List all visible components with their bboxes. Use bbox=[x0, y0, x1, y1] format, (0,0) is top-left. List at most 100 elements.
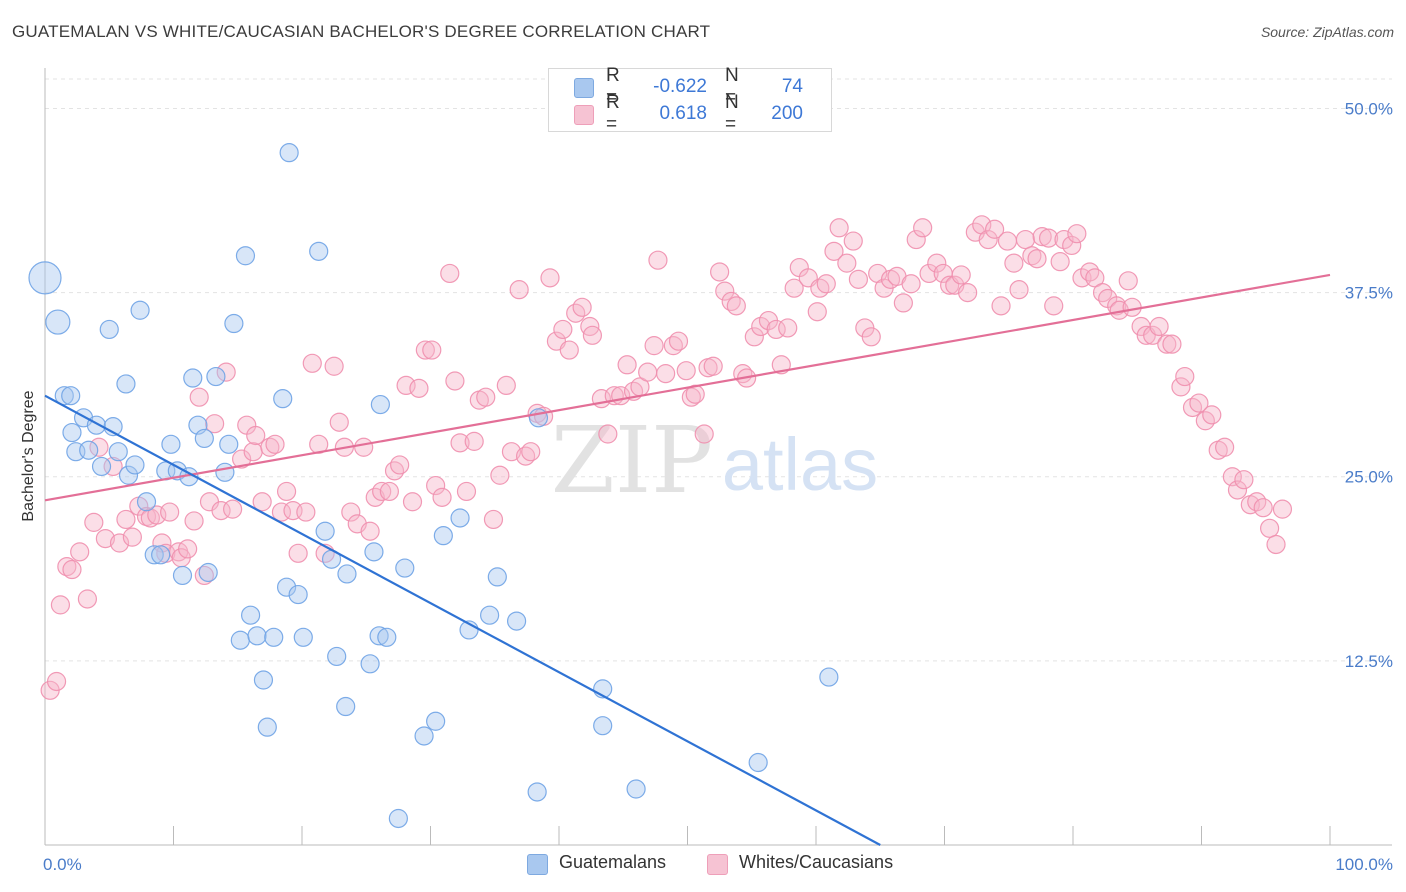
chart-title: GUATEMALAN VS WHITE/CAUCASIAN BACHELOR'S… bbox=[12, 22, 711, 41]
guatemalans-point bbox=[99, 319, 119, 340]
guatemalans-point bbox=[748, 752, 768, 773]
guatemalans-point bbox=[136, 492, 157, 512]
whites-point bbox=[223, 499, 243, 519]
whites-point bbox=[598, 424, 618, 444]
correlation-legend: R = -0.622 N = 74 R = 0.618 N = 200 bbox=[548, 65, 832, 135]
whites-point bbox=[559, 340, 579, 360]
whites-point bbox=[62, 559, 82, 580]
whites-point bbox=[1080, 262, 1100, 282]
whites-point bbox=[997, 231, 1018, 251]
guatemalans-point bbox=[388, 808, 408, 829]
guatemalans-point bbox=[433, 526, 453, 546]
whites-point bbox=[70, 542, 90, 562]
whites-point bbox=[1253, 498, 1273, 518]
whites-point bbox=[572, 297, 592, 317]
watermark: ZIP atlas bbox=[551, 407, 878, 514]
legend-r-value: -0.622 bbox=[653, 76, 707, 97]
tick-labels: 12.5% 25.0% 37.5% 50.0% 0.0% 100.0% bbox=[43, 99, 1393, 874]
series-guatemalans-points bbox=[28, 143, 839, 829]
whites-point bbox=[464, 431, 484, 451]
whites-point bbox=[252, 492, 272, 512]
whites-point bbox=[476, 387, 496, 407]
whites-point bbox=[1022, 246, 1042, 266]
whites-point bbox=[751, 316, 771, 337]
whites-point bbox=[1149, 316, 1169, 337]
whites-point bbox=[422, 340, 442, 360]
bottom-legend-swatch-whites bbox=[707, 854, 728, 875]
whites-point bbox=[648, 250, 668, 270]
whites-point bbox=[540, 268, 560, 288]
legend-r-label: R = bbox=[606, 92, 620, 135]
whites-point bbox=[415, 340, 435, 360]
guatemalans-point bbox=[364, 542, 384, 562]
legend-swatch-guatemalans bbox=[574, 78, 594, 98]
guatemalans-point bbox=[487, 567, 507, 587]
whites-point bbox=[390, 455, 410, 475]
y-tick-label: 25.0% bbox=[1345, 468, 1393, 487]
whites-point bbox=[57, 556, 77, 577]
guatemalans-point bbox=[593, 716, 613, 736]
guatemalans-point bbox=[61, 386, 81, 406]
whites-point bbox=[991, 296, 1011, 316]
guatemalans-point bbox=[215, 462, 235, 482]
whites-point bbox=[1044, 296, 1064, 316]
whites-point bbox=[906, 229, 926, 250]
guatemalans-point bbox=[62, 422, 82, 443]
whites-point bbox=[384, 461, 405, 481]
guatemalans-point bbox=[288, 584, 308, 605]
whites-point bbox=[927, 253, 947, 273]
whites-point bbox=[985, 219, 1005, 239]
whites-point bbox=[509, 280, 529, 300]
guatemalans-point bbox=[327, 646, 347, 667]
guatemalans-point bbox=[79, 440, 99, 460]
guatemalans-point bbox=[395, 558, 415, 578]
guatemalans-point bbox=[172, 565, 193, 586]
whites-point bbox=[638, 362, 658, 382]
whites-trend-line bbox=[44, 273, 1331, 502]
legend-n-label: N = bbox=[725, 92, 739, 135]
whites-point bbox=[1272, 499, 1293, 519]
whites-point bbox=[84, 512, 104, 532]
whites-point bbox=[978, 229, 998, 250]
whites-point bbox=[656, 364, 676, 384]
guatemalans-point bbox=[626, 779, 646, 799]
y-axis-label: Bachelor's Degree bbox=[20, 390, 37, 521]
whites-point bbox=[913, 218, 933, 238]
watermark-zip: ZIP bbox=[551, 407, 713, 514]
whites-point bbox=[260, 437, 280, 457]
guatemalans-point bbox=[161, 434, 181, 454]
whites-point bbox=[1118, 271, 1138, 291]
whites-point bbox=[501, 442, 522, 462]
guatemalans-point bbox=[370, 394, 390, 415]
whites-point bbox=[496, 375, 516, 395]
legend-n-value: 74 bbox=[781, 76, 803, 97]
whites-point bbox=[372, 481, 392, 502]
whites-point bbox=[450, 433, 470, 453]
guatemalans-point bbox=[28, 261, 62, 295]
legend-n-label: N = bbox=[725, 65, 739, 108]
guatemalans-point bbox=[369, 626, 389, 646]
whites-point bbox=[276, 481, 297, 502]
x-tick-label: 100.0% bbox=[1335, 855, 1393, 874]
guatemalans-point bbox=[253, 670, 274, 690]
guatemalans-point bbox=[414, 726, 434, 746]
whites-point bbox=[1092, 282, 1113, 303]
whites-point bbox=[726, 296, 746, 316]
guatemalans-point bbox=[819, 667, 839, 687]
whites-point bbox=[715, 281, 735, 301]
whites-point bbox=[744, 327, 764, 347]
whites-point bbox=[1171, 377, 1191, 397]
whites-point bbox=[103, 456, 123, 477]
whites-point bbox=[694, 424, 714, 444]
whites-point bbox=[490, 465, 510, 485]
whites-point bbox=[288, 543, 308, 563]
source-label: Source: ZipAtlas.com bbox=[1260, 24, 1394, 40]
whites-point bbox=[919, 263, 939, 284]
whites-point bbox=[1260, 518, 1280, 538]
bottom-legend-label-whites: Whites/Caucasians bbox=[739, 852, 894, 872]
guatemalans-point bbox=[527, 782, 547, 802]
whites-point bbox=[324, 356, 344, 376]
whites-point bbox=[778, 318, 798, 338]
whites-point bbox=[1227, 480, 1248, 500]
whites-point bbox=[379, 481, 399, 502]
